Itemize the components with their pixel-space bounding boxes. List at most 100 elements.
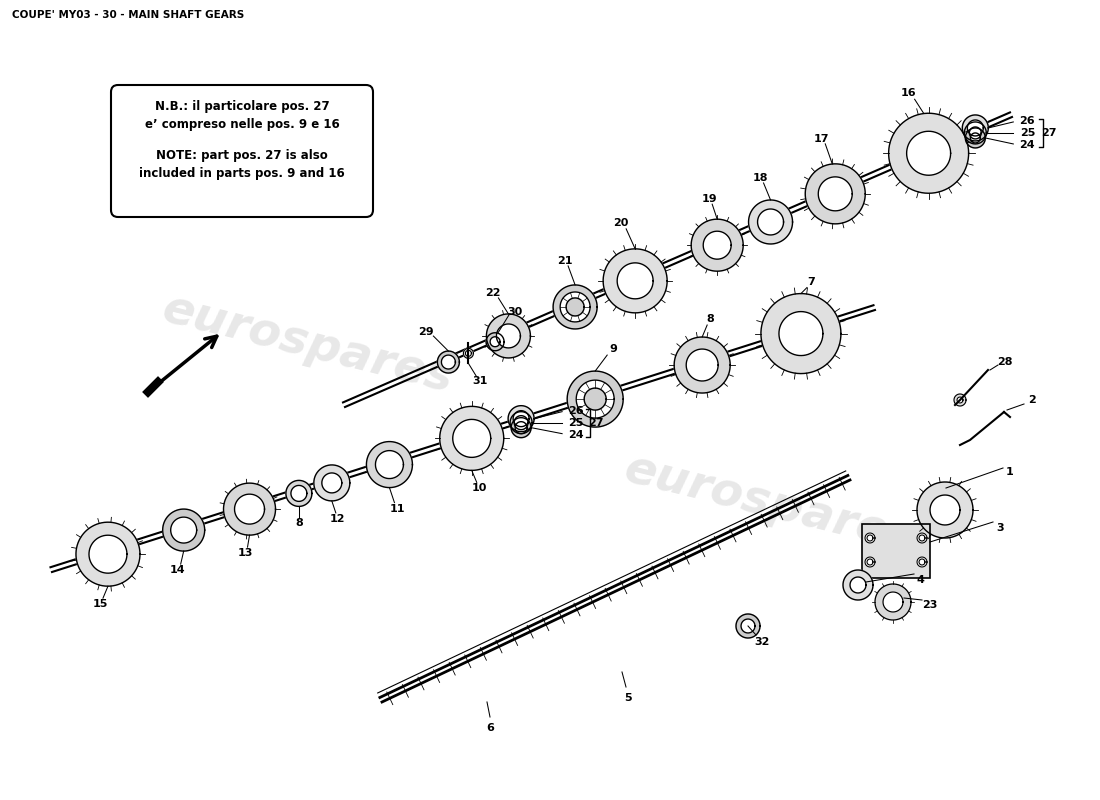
Polygon shape	[883, 592, 903, 612]
Text: 26: 26	[1020, 116, 1035, 126]
FancyBboxPatch shape	[111, 85, 373, 217]
Text: 2: 2	[1028, 395, 1036, 405]
Polygon shape	[440, 406, 504, 470]
Polygon shape	[223, 483, 275, 535]
Polygon shape	[515, 422, 527, 434]
Polygon shape	[553, 285, 597, 329]
Polygon shape	[779, 311, 823, 355]
Polygon shape	[508, 406, 535, 432]
Text: 4: 4	[916, 575, 924, 585]
Polygon shape	[441, 355, 455, 369]
Text: 27: 27	[588, 418, 604, 428]
Polygon shape	[686, 349, 718, 381]
Polygon shape	[867, 535, 873, 541]
Text: 28: 28	[998, 357, 1013, 367]
Text: 7: 7	[807, 277, 815, 286]
Polygon shape	[576, 380, 614, 418]
Text: 5: 5	[624, 693, 631, 703]
Polygon shape	[805, 164, 866, 224]
Polygon shape	[818, 177, 852, 211]
Text: 15: 15	[92, 599, 108, 609]
Text: e’ compreso nelle pos. 9 e 16: e’ compreso nelle pos. 9 e 16	[144, 118, 340, 131]
Polygon shape	[736, 614, 760, 638]
Text: 24: 24	[569, 430, 584, 440]
Polygon shape	[969, 127, 981, 139]
Text: 13: 13	[238, 548, 253, 558]
Polygon shape	[496, 324, 520, 348]
Text: eurospares: eurospares	[157, 286, 459, 402]
Text: NOTE: part pos. 27 is also: NOTE: part pos. 27 is also	[156, 149, 328, 162]
Polygon shape	[761, 294, 840, 374]
Polygon shape	[954, 394, 966, 406]
Text: 9: 9	[609, 344, 617, 354]
Polygon shape	[314, 465, 350, 501]
Polygon shape	[465, 350, 472, 356]
Polygon shape	[691, 219, 744, 271]
Polygon shape	[906, 131, 950, 175]
Polygon shape	[584, 388, 606, 410]
Polygon shape	[918, 535, 925, 541]
Polygon shape	[163, 509, 205, 551]
Polygon shape	[889, 114, 969, 194]
Text: 25: 25	[569, 418, 584, 428]
Text: 3: 3	[997, 523, 1004, 533]
Polygon shape	[741, 619, 755, 633]
Text: 6: 6	[486, 723, 494, 733]
Text: 10: 10	[472, 483, 487, 494]
Polygon shape	[375, 450, 404, 478]
Text: N.B.: il particolare pos. 27: N.B.: il particolare pos. 27	[155, 100, 329, 113]
Text: 12: 12	[330, 514, 345, 524]
Polygon shape	[748, 200, 792, 244]
Text: 23: 23	[922, 600, 937, 610]
Text: 31: 31	[473, 376, 488, 386]
Polygon shape	[967, 120, 983, 136]
Polygon shape	[703, 231, 732, 259]
Polygon shape	[874, 584, 911, 620]
Polygon shape	[568, 371, 624, 427]
Text: 8: 8	[295, 518, 302, 528]
Polygon shape	[486, 314, 530, 358]
Polygon shape	[512, 418, 531, 438]
Polygon shape	[491, 337, 501, 346]
Polygon shape	[674, 337, 730, 393]
Text: 17: 17	[814, 134, 829, 144]
Polygon shape	[617, 263, 653, 299]
Polygon shape	[865, 533, 874, 543]
Polygon shape	[170, 517, 197, 543]
Text: 27: 27	[1042, 128, 1057, 138]
Polygon shape	[566, 298, 584, 316]
Polygon shape	[966, 128, 986, 148]
Text: 14: 14	[169, 565, 186, 575]
Text: 8: 8	[706, 314, 714, 324]
Polygon shape	[917, 557, 927, 567]
Polygon shape	[843, 570, 873, 600]
Text: COUPE' MY03 - 30 - MAIN SHAFT GEARS: COUPE' MY03 - 30 - MAIN SHAFT GEARS	[12, 10, 244, 20]
Text: 32: 32	[755, 637, 770, 647]
Polygon shape	[918, 559, 925, 565]
Text: 22: 22	[485, 288, 501, 298]
Text: 26: 26	[569, 406, 584, 416]
Polygon shape	[962, 115, 988, 141]
Polygon shape	[234, 494, 264, 524]
Polygon shape	[917, 533, 927, 543]
Polygon shape	[758, 209, 783, 235]
Text: 19: 19	[702, 194, 717, 204]
Text: 24: 24	[1020, 140, 1035, 150]
Polygon shape	[453, 419, 491, 458]
Polygon shape	[366, 442, 412, 487]
Text: 20: 20	[614, 218, 629, 228]
Polygon shape	[89, 535, 127, 573]
Text: 11: 11	[389, 503, 405, 514]
Text: 21: 21	[558, 256, 573, 266]
Polygon shape	[463, 348, 473, 358]
Text: 29: 29	[419, 327, 435, 337]
Polygon shape	[514, 416, 528, 430]
Polygon shape	[560, 292, 590, 322]
Text: 30: 30	[507, 306, 522, 317]
Polygon shape	[957, 397, 962, 403]
Text: 25: 25	[1020, 128, 1035, 138]
Polygon shape	[917, 482, 974, 538]
Polygon shape	[76, 522, 140, 586]
Text: 16: 16	[901, 88, 916, 98]
Polygon shape	[438, 351, 460, 373]
